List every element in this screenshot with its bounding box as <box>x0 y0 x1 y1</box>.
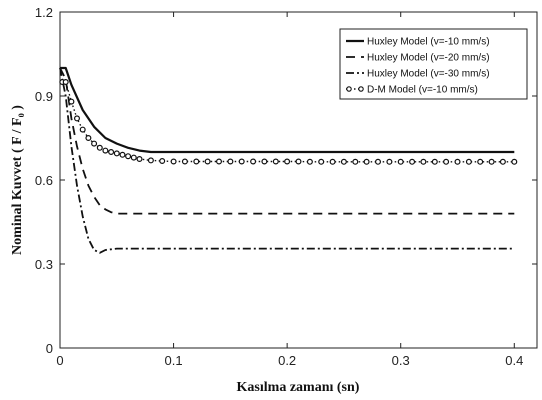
legend-label: D-M Model (v=-10 mm/s) <box>367 85 478 96</box>
series-marker <box>364 159 369 164</box>
series-marker <box>353 159 358 164</box>
series-marker <box>80 127 85 132</box>
series-marker <box>217 159 222 164</box>
series-marker <box>489 159 494 164</box>
legend-label: Huxley Model (v=-10 mm/s) <box>367 37 490 48</box>
series-marker <box>319 159 324 164</box>
series-marker <box>398 159 403 164</box>
series-marker <box>114 151 119 156</box>
series-marker <box>228 159 233 164</box>
x-tick-label: 0.2 <box>278 353 296 368</box>
series-marker <box>285 159 290 164</box>
x-tick-label: 0.1 <box>165 353 183 368</box>
series-marker <box>183 159 188 164</box>
series-marker <box>478 159 483 164</box>
series-marker <box>512 159 517 164</box>
series-marker <box>262 159 267 164</box>
legend-marker <box>347 87 351 91</box>
legend-label: Huxley Model (v=-30 mm/s) <box>367 69 490 80</box>
series-marker <box>131 155 136 160</box>
series-marker <box>126 154 131 159</box>
y-tick-label: 0.6 <box>35 173 53 188</box>
series-marker <box>75 116 80 121</box>
series-marker <box>342 159 347 164</box>
series-marker <box>205 159 210 164</box>
series-marker <box>63 80 68 85</box>
series-marker <box>137 157 142 162</box>
series-marker <box>444 159 449 164</box>
series-marker <box>97 145 102 150</box>
legend-marker <box>359 87 363 91</box>
series-marker <box>194 159 199 164</box>
y-tick-label: 0 <box>46 341 53 356</box>
y-tick-label: 0.9 <box>35 89 53 104</box>
series-marker <box>421 159 426 164</box>
series-marker <box>160 159 165 164</box>
series-marker <box>239 159 244 164</box>
series-marker <box>251 159 256 164</box>
series-marker <box>432 159 437 164</box>
y-tick-label: 1.2 <box>35 5 53 20</box>
y-axis-label: Nominal Kuvvet ( F / F₀ ) <box>10 105 25 255</box>
series-marker <box>296 159 301 164</box>
x-axis-label: Kasılma zamanı (sn) <box>237 380 360 395</box>
series-marker <box>410 159 415 164</box>
series-marker <box>273 159 278 164</box>
series-marker <box>376 159 381 164</box>
series-marker <box>467 159 472 164</box>
y-tick-label: 0.3 <box>35 257 53 272</box>
x-tick-label: 0.4 <box>505 353 523 368</box>
series-marker <box>86 136 91 141</box>
series-marker <box>92 141 97 146</box>
legend-label: Huxley Model (v=-20 mm/s) <box>367 53 490 64</box>
series-marker <box>387 159 392 164</box>
series-marker <box>120 152 125 157</box>
series-marker <box>109 150 114 155</box>
series-marker <box>308 159 313 164</box>
series-marker <box>149 158 154 163</box>
x-tick-label: 0.3 <box>392 353 410 368</box>
series-marker <box>501 159 506 164</box>
series-marker <box>103 148 108 153</box>
series-marker <box>455 159 460 164</box>
series-marker <box>171 159 176 164</box>
legend: Huxley Model (v=-10 mm/s) Huxley Model (v… <box>340 29 527 99</box>
series-marker <box>330 159 335 164</box>
x-tick-label: 0 <box>56 353 63 368</box>
series-marker <box>69 99 74 104</box>
